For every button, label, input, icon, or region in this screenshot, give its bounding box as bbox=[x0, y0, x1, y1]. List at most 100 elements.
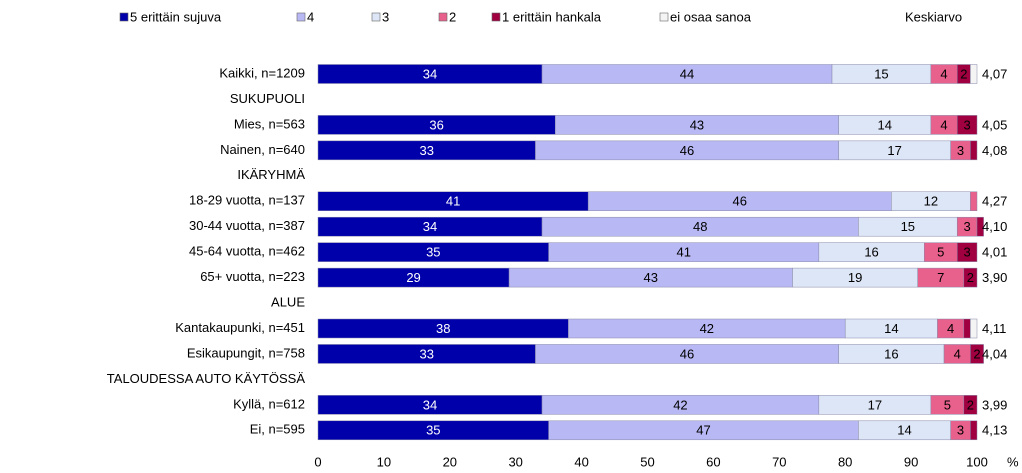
data-label: 34 bbox=[423, 66, 437, 81]
legend-swatch bbox=[491, 12, 501, 22]
legend-label: ei osaa sanoa bbox=[670, 9, 752, 24]
legend-swatch bbox=[119, 12, 129, 22]
category-label: ALUE bbox=[271, 294, 305, 309]
data-label: 43 bbox=[690, 117, 704, 132]
data-label: 12 bbox=[924, 194, 938, 209]
data-label: 3 bbox=[957, 423, 964, 438]
data-label: 14 bbox=[897, 423, 911, 438]
data-label: 42 bbox=[673, 397, 687, 412]
category-label: IKÄRYHMÄ bbox=[237, 167, 305, 182]
x-unit: % bbox=[1007, 454, 1019, 469]
category-label: 65+ vuotta, n=223 bbox=[200, 269, 305, 284]
bar-segment bbox=[970, 64, 978, 84]
data-label: 2 bbox=[973, 346, 980, 361]
legend-label: 2 bbox=[449, 9, 456, 24]
data-label: 3 bbox=[957, 143, 964, 158]
average-label: 4,05 bbox=[982, 117, 1007, 132]
data-label: 42 bbox=[700, 321, 714, 336]
x-tick-label: 80 bbox=[838, 454, 852, 469]
category-label: Kyllä, n=612 bbox=[233, 396, 305, 411]
category-label: 30-44 vuotta, n=387 bbox=[189, 218, 305, 233]
bar-segment bbox=[956, 242, 978, 262]
x-tick-label: 60 bbox=[706, 454, 720, 469]
data-label: 33 bbox=[420, 143, 434, 158]
x-tick-label: 90 bbox=[904, 454, 918, 469]
data-label: 5 bbox=[944, 397, 951, 412]
bar-segment bbox=[963, 267, 978, 288]
x-tick-label: 20 bbox=[443, 454, 457, 469]
legend-label: 5 erittäin sujuva bbox=[130, 9, 222, 24]
average-label: 3,99 bbox=[982, 397, 1007, 412]
bar-segment bbox=[970, 140, 978, 161]
data-label: 14 bbox=[884, 321, 898, 336]
category-label: Nainen, n=640 bbox=[220, 142, 305, 157]
data-label: 41 bbox=[677, 245, 691, 260]
category-label: Mies, n=563 bbox=[234, 116, 305, 131]
category-label: Kantakaupunki, n=451 bbox=[175, 320, 305, 335]
x-tick-label: 70 bbox=[772, 454, 786, 469]
legend-swatch bbox=[371, 12, 381, 22]
data-label: 19 bbox=[848, 270, 862, 285]
data-label: 2 bbox=[967, 397, 974, 412]
data-label: 17 bbox=[868, 397, 882, 412]
category-label: Ei, n=595 bbox=[250, 422, 305, 437]
legend-label: Keskiarvo bbox=[905, 9, 962, 24]
legend-label: 3 bbox=[382, 9, 389, 24]
category-label: 45-64 vuotta, n=462 bbox=[189, 244, 305, 259]
data-label: 7 bbox=[937, 270, 944, 285]
bar-segment bbox=[970, 318, 978, 339]
data-label: 29 bbox=[406, 270, 420, 285]
data-label: 43 bbox=[644, 270, 658, 285]
data-label: 2 bbox=[960, 66, 967, 81]
x-tick-label: 100 bbox=[966, 454, 988, 469]
legend-swatch bbox=[659, 12, 669, 22]
data-label: 46 bbox=[680, 346, 694, 361]
category-label: Kaikki, n=1209 bbox=[219, 65, 305, 80]
data-label: 38 bbox=[436, 321, 450, 336]
category-label: TALOUDESSA AUTO KÄYTÖSSÄ bbox=[107, 371, 306, 386]
data-label: 16 bbox=[884, 346, 898, 361]
x-tick-label: 50 bbox=[640, 454, 654, 469]
data-label: 35 bbox=[426, 245, 440, 260]
data-label: 5 bbox=[937, 245, 944, 260]
average-label: 4,10 bbox=[982, 219, 1007, 234]
x-tick-label: 10 bbox=[377, 454, 391, 469]
x-tick-label: 30 bbox=[508, 454, 522, 469]
data-label: 41 bbox=[446, 194, 460, 209]
average-label: 4,11 bbox=[982, 321, 1006, 336]
legend-swatch bbox=[296, 12, 306, 22]
data-label: 3 bbox=[963, 117, 970, 132]
data-label: 47 bbox=[696, 423, 710, 438]
average-label: 4,08 bbox=[982, 143, 1007, 158]
x-tick-label: 0 bbox=[314, 454, 321, 469]
average-label: 4,13 bbox=[982, 423, 1007, 438]
data-label: 14 bbox=[878, 117, 892, 132]
data-label: 16 bbox=[864, 245, 878, 260]
data-label: 34 bbox=[423, 397, 437, 412]
average-label: 4,04 bbox=[982, 346, 1007, 361]
average-label: 3,90 bbox=[982, 270, 1007, 285]
data-label: 4 bbox=[954, 346, 961, 361]
data-label: 3 bbox=[963, 245, 970, 260]
bar-segment bbox=[970, 191, 978, 211]
data-label: 46 bbox=[733, 194, 747, 209]
legend-label: 4 bbox=[307, 9, 314, 24]
data-label: 4 bbox=[940, 66, 947, 81]
average-label: 4,07 bbox=[982, 66, 1007, 81]
data-label: 48 bbox=[693, 219, 707, 234]
average-label: 4,27 bbox=[982, 194, 1007, 209]
category-label: Esikaupungit, n=758 bbox=[187, 345, 305, 360]
bar-segment bbox=[963, 395, 978, 415]
data-label: 3 bbox=[963, 219, 970, 234]
legend-label: 1 erittäin hankala bbox=[502, 9, 602, 24]
bar-segment bbox=[956, 115, 978, 135]
data-label: 46 bbox=[680, 143, 694, 158]
data-label: 44 bbox=[680, 66, 694, 81]
data-label: 34 bbox=[423, 219, 437, 234]
data-label: 15 bbox=[901, 219, 915, 234]
data-label: 4 bbox=[940, 117, 947, 132]
bar-segment bbox=[976, 216, 984, 237]
average-label: 4,01 bbox=[982, 245, 1007, 260]
data-label: 36 bbox=[429, 117, 443, 132]
bar-segment bbox=[970, 344, 984, 364]
